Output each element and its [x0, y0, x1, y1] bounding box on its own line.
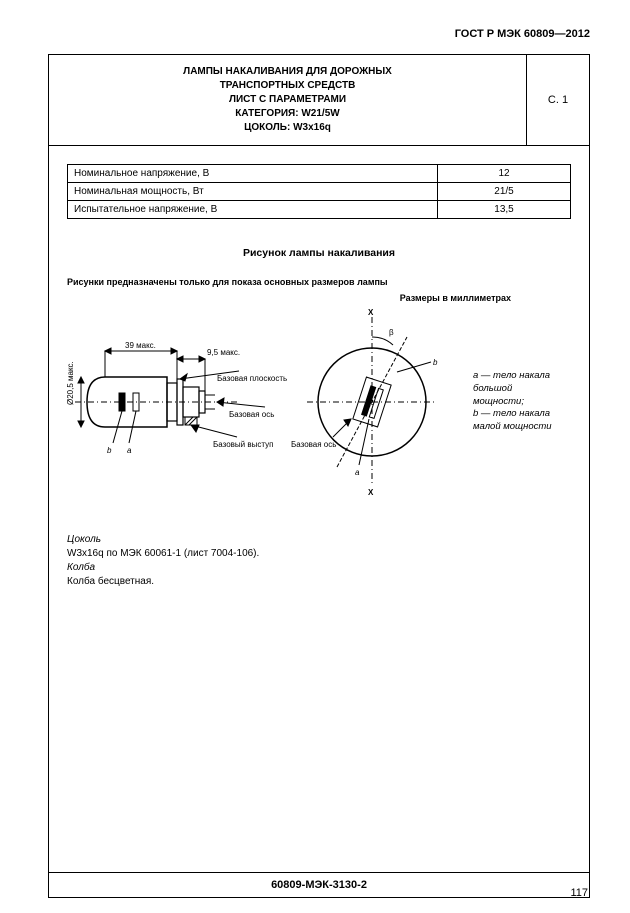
- footer-code: 60809-МЭК-3130-2: [271, 879, 367, 891]
- ref-plane-label: Базовая плоскость: [217, 374, 287, 383]
- params-table: Номинальное напряжение, В 12 Номинальная…: [67, 164, 571, 219]
- notes: Цоколь W3x16q по МЭК 60061-1 (лист 7004-…: [67, 533, 571, 589]
- body-cell: Номинальное напряжение, В 12 Номинальная…: [49, 146, 590, 873]
- bulb-head: Колба: [67, 561, 571, 575]
- sheet-table: ЛАМПЫ НАКАЛИВАНИЯ ДЛЯ ДОРОЖНЫХ ТРАНСПОРТ…: [48, 54, 590, 898]
- bulb-text: Колба бесцветная.: [67, 575, 571, 589]
- param-label: Номинальная мощность, Вт: [68, 183, 438, 201]
- doc-header: ГОСТ Р МЭК 60809—2012: [48, 28, 590, 40]
- param-value: 21/5: [438, 183, 571, 201]
- legend-a: a — тело накала большой мощности;: [473, 370, 558, 408]
- x-bot: X: [368, 488, 374, 497]
- page-number: 117: [570, 887, 588, 899]
- param-label: Испытательное напряжение, В: [68, 201, 438, 219]
- sheet-page-cell: С. 1: [527, 55, 590, 146]
- footer-cell: 60809-МЭК-3130-2: [49, 873, 590, 898]
- ref-axis-label2: Базовая ось: [291, 440, 336, 449]
- b-label-left: b: [107, 446, 112, 455]
- table-row: Испытательное напряжение, В 13,5: [68, 201, 571, 219]
- param-value: 13,5: [438, 201, 571, 219]
- param-value: 12: [438, 165, 571, 183]
- ref-lug-label: Базовый выступ: [213, 440, 273, 449]
- lamp-diagram: Ø20,5 макс. 39 макс.: [67, 307, 467, 497]
- table-row: Номинальное напряжение, В 12: [68, 165, 571, 183]
- b-label-right: b: [433, 358, 438, 367]
- figure-units: Размеры в миллиметрах: [67, 293, 571, 303]
- figure-note: Рисунки предназначены только для показа …: [67, 277, 571, 287]
- front-view: X X β b: [291, 308, 438, 497]
- title-cell: ЛАМПЫ НАКАЛИВАНИЯ ДЛЯ ДОРОЖНЫХ ТРАНСПОРТ…: [49, 55, 527, 146]
- dia-label: Ø20,5 макс.: [67, 361, 75, 405]
- dim95-label: 9,5 макс.: [207, 348, 240, 357]
- title-line3: ЛИСТ С ПАРАМЕТРАМИ: [229, 94, 346, 105]
- page: ГОСТ Р МЭК 60809—2012 ЛАМПЫ НАКАЛИВАНИЯ …: [0, 0, 630, 913]
- diagram-wrap: Ø20,5 макс. 39 макс.: [67, 307, 571, 497]
- a-label-right: a: [355, 468, 360, 477]
- title-line2: ТРАНСПОРТНЫХ СРЕДСТВ: [220, 80, 356, 91]
- figure-title: Рисунок лампы накаливания: [67, 247, 571, 259]
- param-label: Номинальное напряжение, В: [68, 165, 438, 183]
- side-view: Ø20,5 макс. 39 макс.: [67, 341, 287, 455]
- sheet-page: С. 1: [548, 94, 568, 106]
- title-line5: ЦОКОЛЬ: W3x16q: [244, 122, 331, 133]
- a-label-left: a: [127, 446, 132, 455]
- cap-text: W3x16q по МЭК 60061-1 (лист 7004-106).: [67, 547, 571, 561]
- figure-legend: a — тело накала большой мощности; b — те…: [473, 370, 558, 434]
- beta-label: β: [389, 328, 394, 337]
- x-top: X: [368, 308, 374, 317]
- title-line1: ЛАМПЫ НАКАЛИВАНИЯ ДЛЯ ДОРОЖНЫХ: [183, 66, 392, 77]
- cap-head: Цоколь: [67, 533, 571, 547]
- legend-b: b — тело накала малой мощности: [473, 408, 558, 434]
- title-line4: КАТЕГОРИЯ: W21/5W: [235, 108, 339, 119]
- ref-axis-label: Базовая ось: [229, 410, 274, 419]
- table-row: Номинальная мощность, Вт 21/5: [68, 183, 571, 201]
- dim39-label: 39 макс.: [125, 341, 156, 350]
